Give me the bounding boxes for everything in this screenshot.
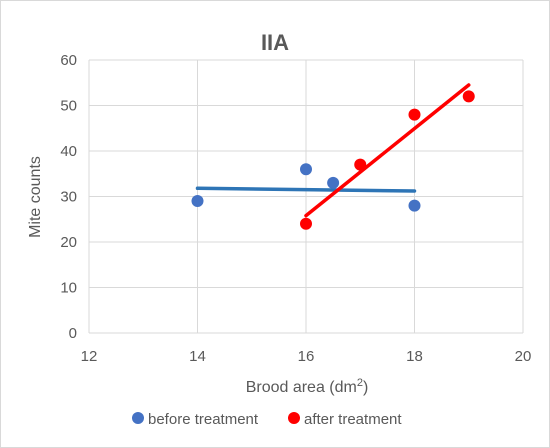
legend: before treatment after treatment [132,411,402,428]
y-tick-label: 30 [60,189,77,206]
data-point-series-0 [327,176,340,189]
legend-marker-after [288,412,300,424]
x-tick-label: 18 [406,348,423,365]
data-point-series-1 [354,158,367,171]
data-point-series-0 [300,163,312,176]
data-point-series-0 [408,199,421,212]
x-axis-title: Brood area (dm2) [246,377,369,396]
data-point-series-1 [462,90,475,103]
y-tick-label: 10 [60,280,77,297]
x-tick-label: 20 [515,348,532,365]
legend-marker-before [132,412,144,424]
x-tick-label: 14 [189,348,206,365]
y-tick-label: 50 [60,98,77,115]
trendline-series-0 [195,186,417,193]
grid [88,59,524,334]
data-point-series-1 [408,108,421,121]
x-axis-title-superscript: 2 [357,377,363,389]
y-tick-labels: 0 10 20 30 40 50 60 [60,52,77,342]
y-tick-label: 40 [60,143,77,160]
legend-label-before: before treatment [148,411,259,428]
y-tick-label: 0 [69,325,77,342]
legend-label-after: after treatment [304,411,402,428]
y-tick-label: 60 [60,52,77,69]
trendline-series-1 [304,83,471,218]
x-axis-title-close: ) [363,379,368,396]
x-tick-label: 16 [298,348,315,365]
x-tick-labels: 12 14 16 18 20 [81,348,532,365]
x-tick-label: 12 [81,348,98,365]
x-axis-title-main: Brood area (dm [246,379,357,396]
data-point-series-0 [191,195,204,208]
chart-title: IIA [261,30,289,55]
y-tick-label: 20 [60,234,77,251]
y-axis-title: Mite counts [27,156,44,238]
data-point-series-1 [300,217,312,230]
trendlines [195,83,471,218]
data-points [191,90,475,230]
